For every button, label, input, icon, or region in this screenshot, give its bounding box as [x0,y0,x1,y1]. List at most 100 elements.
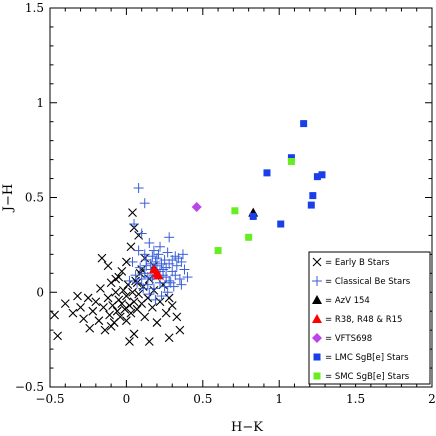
data-point [111,274,121,284]
data-point [231,207,239,215]
data-point [152,318,162,327]
legend-entry-label: = LMC SgB[e] Stars [325,353,409,363]
series-3 [148,264,164,280]
data-point [123,280,133,290]
data-point [79,314,89,324]
data-point [164,232,175,243]
data-point [147,251,158,262]
legend-marker-glyph [313,372,321,380]
data-point [88,306,98,316]
data-point [135,262,146,273]
y-tick-label: −0.5 [15,380,44,394]
plot-area [50,120,326,346]
data-point [145,258,156,269]
data-point [159,281,170,292]
data-point [167,255,178,266]
data-point [126,242,136,252]
data-point [122,257,131,267]
legend-marker-glyph [312,333,322,343]
data-point [125,337,134,346]
data-point [105,310,114,320]
legend-marker [312,314,322,323]
legend-marker [312,295,322,304]
data-point [129,219,140,230]
data-point [150,294,161,305]
y-tick-label: 1.5 [25,1,44,15]
data-point [164,275,175,286]
data-point [156,291,167,302]
data-point [142,272,153,283]
y-tick-label: 0 [36,285,44,299]
legend-marker [313,353,321,361]
data-point [103,261,113,271]
data-point [164,333,174,343]
data-point [140,312,150,322]
data-point [122,291,131,301]
series-6 [214,157,295,255]
legend-marker [313,372,321,380]
data-point [96,284,105,293]
data-point [175,325,185,335]
data-point [85,323,95,333]
series-1 [124,183,193,305]
data-point [134,289,144,299]
legend-entry-label: = SMC SgB[e] Stars [325,372,410,382]
data-point [170,270,181,281]
data-point [60,299,70,309]
legend-entry-label: = Early B Stars [325,258,390,268]
legend-marker-glyph [312,314,322,323]
data-point [167,301,177,310]
data-point [128,287,137,297]
x-tick-label: 1.5 [346,392,365,406]
y-tick-label: 1 [36,96,44,110]
legend-entry-label: = R38, R48 & R15 [325,315,402,325]
data-point [133,183,144,194]
data-point [148,264,159,274]
data-point [155,241,166,252]
data-point [127,256,138,267]
x-tick-label: 0.5 [193,392,212,406]
data-point [130,270,141,281]
data-point [165,277,176,288]
data-point [53,331,63,341]
data-point [313,173,321,181]
series-5 [249,120,326,228]
data-point [117,267,127,276]
x-tick-label: 2 [428,392,436,406]
data-point [191,201,202,212]
data-point [97,253,107,263]
data-point [263,169,271,177]
x-axis-label: H−K [231,420,263,435]
data-point [133,245,144,256]
data-point [144,289,155,300]
legend-marker [312,257,322,267]
data-point [106,321,116,331]
legend-box [308,251,431,385]
data-point [318,171,326,179]
data-point [112,306,122,316]
data-point [118,285,128,295]
data-point [129,297,139,307]
data-point [103,293,113,303]
data-point [161,262,172,273]
data-point [68,308,78,318]
data-point [144,337,154,346]
data-point [148,283,159,294]
data-point [73,291,82,301]
y-axis-label: J−H [1,184,16,213]
legend-marker-glyph [312,257,322,267]
y-tick-label: 0.5 [25,191,44,205]
data-point [138,283,149,294]
data-point [214,247,222,255]
data-point [249,212,257,220]
data-point [309,192,317,200]
data-point [307,201,315,209]
legend: = Early B Stars = Classical Be Stars = AzV… [308,251,431,385]
x-tick-label: 0 [123,392,131,406]
data-point [124,275,135,286]
data-point [172,312,182,322]
data-point [115,312,125,322]
data-point [161,308,171,318]
